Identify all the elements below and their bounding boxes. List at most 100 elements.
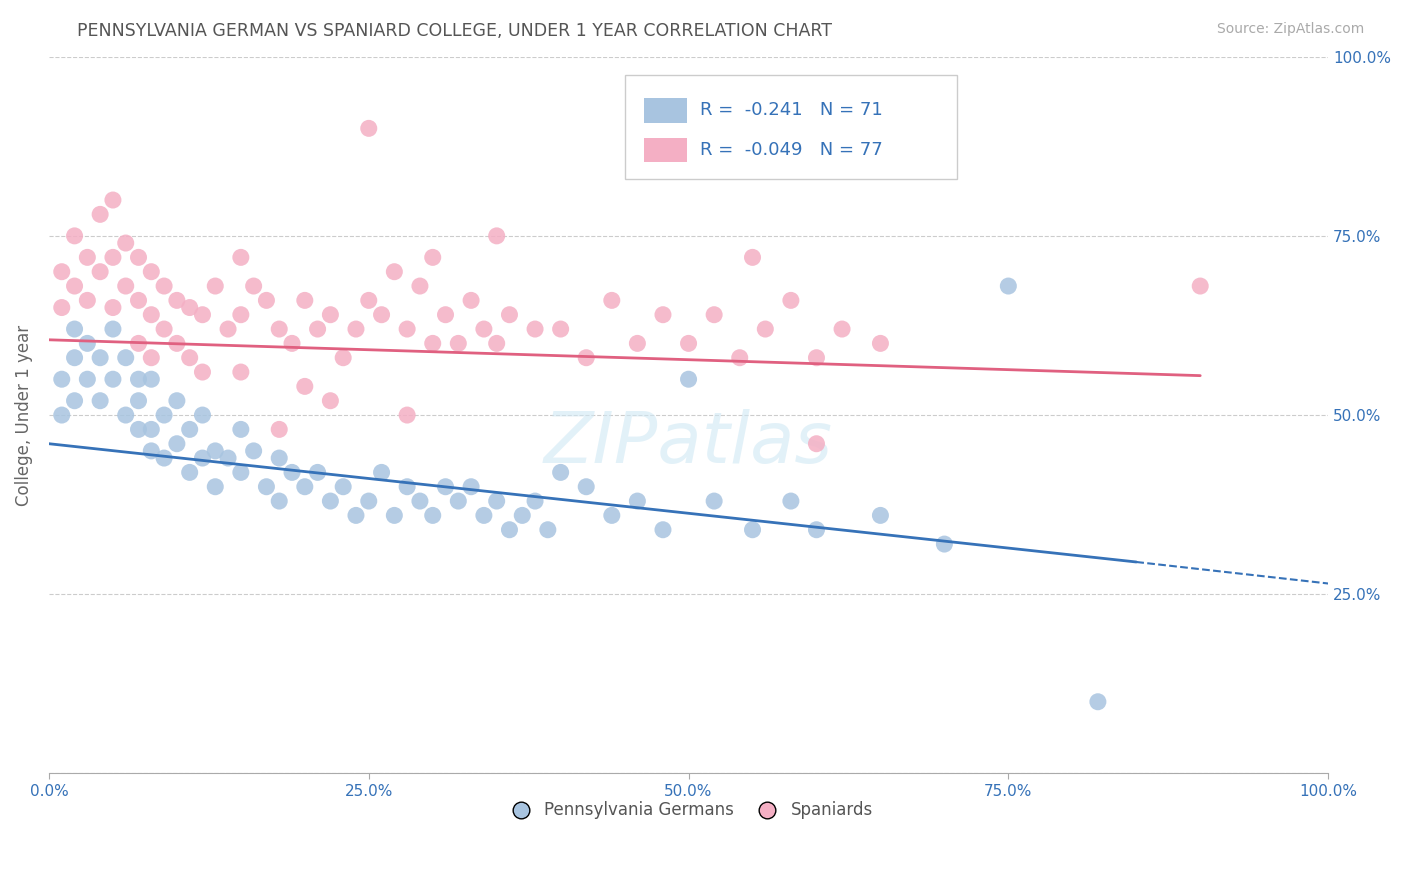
Point (382, 508, 405, 523)
Point (191, 308, 214, 322)
Point (269, 451, 291, 466)
Point (153, 451, 176, 466)
Point (128, 251, 150, 265)
Point (357, 494, 380, 508)
Point (179, 301, 201, 315)
Point (76, 251, 98, 265)
Point (269, 322, 291, 336)
Point (575, 480, 598, 494)
Point (472, 508, 495, 523)
Point (114, 408, 136, 422)
Point (281, 336, 304, 351)
Point (101, 322, 124, 336)
Point (357, 293, 380, 308)
Point (63, 279, 86, 293)
Point (269, 422, 291, 436)
Text: R =  -0.049   N = 77: R = -0.049 N = 77 (700, 141, 883, 159)
FancyBboxPatch shape (624, 75, 957, 178)
Point (179, 466, 201, 480)
Legend: Pennsylvania Germans, Spaniards: Pennsylvania Germans, Spaniards (498, 795, 880, 826)
Point (1087, 695, 1109, 709)
Point (141, 443, 163, 458)
Point (370, 308, 392, 322)
Point (447, 494, 470, 508)
Point (728, 351, 751, 365)
Point (1189, 279, 1212, 293)
Point (51, 265, 73, 279)
Point (357, 121, 380, 136)
Point (934, 537, 956, 551)
Point (89, 351, 111, 365)
Point (600, 293, 623, 308)
Point (51, 372, 73, 386)
Point (703, 308, 725, 322)
Point (128, 422, 150, 436)
Point (141, 422, 163, 436)
Point (550, 322, 572, 336)
Point (128, 336, 150, 351)
Text: Source: ZipAtlas.com: Source: ZipAtlas.com (1216, 22, 1364, 37)
Point (806, 436, 828, 450)
Point (204, 443, 226, 458)
Point (114, 235, 136, 250)
Y-axis label: College, Under 1 year: College, Under 1 year (15, 325, 32, 506)
Point (831, 322, 853, 336)
Point (396, 480, 419, 494)
Point (780, 494, 803, 508)
Point (344, 322, 367, 336)
Point (229, 365, 252, 379)
Point (141, 351, 163, 365)
Point (869, 336, 891, 351)
Point (166, 436, 188, 450)
Point (128, 293, 150, 308)
Point (191, 408, 214, 422)
Point (63, 393, 86, 408)
Point (76, 372, 98, 386)
Point (254, 293, 277, 308)
Point (332, 480, 354, 494)
Point (229, 422, 252, 436)
Point (242, 443, 264, 458)
Point (242, 279, 264, 293)
Point (678, 336, 700, 351)
Point (997, 279, 1019, 293)
Point (382, 265, 405, 279)
Point (217, 322, 239, 336)
Point (780, 293, 803, 308)
Point (678, 372, 700, 386)
Point (626, 494, 648, 508)
Point (741, 523, 763, 537)
Point (434, 480, 457, 494)
Point (319, 308, 342, 322)
FancyBboxPatch shape (644, 137, 688, 162)
Point (422, 336, 444, 351)
Point (179, 351, 201, 365)
Point (76, 336, 98, 351)
Point (869, 508, 891, 523)
Point (319, 494, 342, 508)
Text: PENNSYLVANIA GERMAN VS SPANIARD COLLEGE, UNDER 1 YEAR CORRELATION CHART: PENNSYLVANIA GERMAN VS SPANIARD COLLEGE,… (77, 22, 832, 40)
Point (754, 322, 776, 336)
Point (254, 480, 277, 494)
Point (510, 508, 533, 523)
Point (370, 466, 392, 480)
Point (101, 251, 124, 265)
Point (485, 494, 508, 508)
Point (101, 193, 124, 207)
Point (166, 393, 188, 408)
Point (307, 466, 329, 480)
Point (294, 480, 316, 494)
Point (191, 451, 214, 466)
Point (600, 508, 623, 523)
Point (460, 293, 482, 308)
Point (51, 301, 73, 315)
Point (626, 336, 648, 351)
Point (294, 379, 316, 393)
Point (396, 322, 419, 336)
Point (141, 372, 163, 386)
Point (141, 308, 163, 322)
Point (409, 279, 432, 293)
Point (114, 351, 136, 365)
Point (89, 265, 111, 279)
Text: R =  -0.241   N = 71: R = -0.241 N = 71 (700, 102, 883, 120)
